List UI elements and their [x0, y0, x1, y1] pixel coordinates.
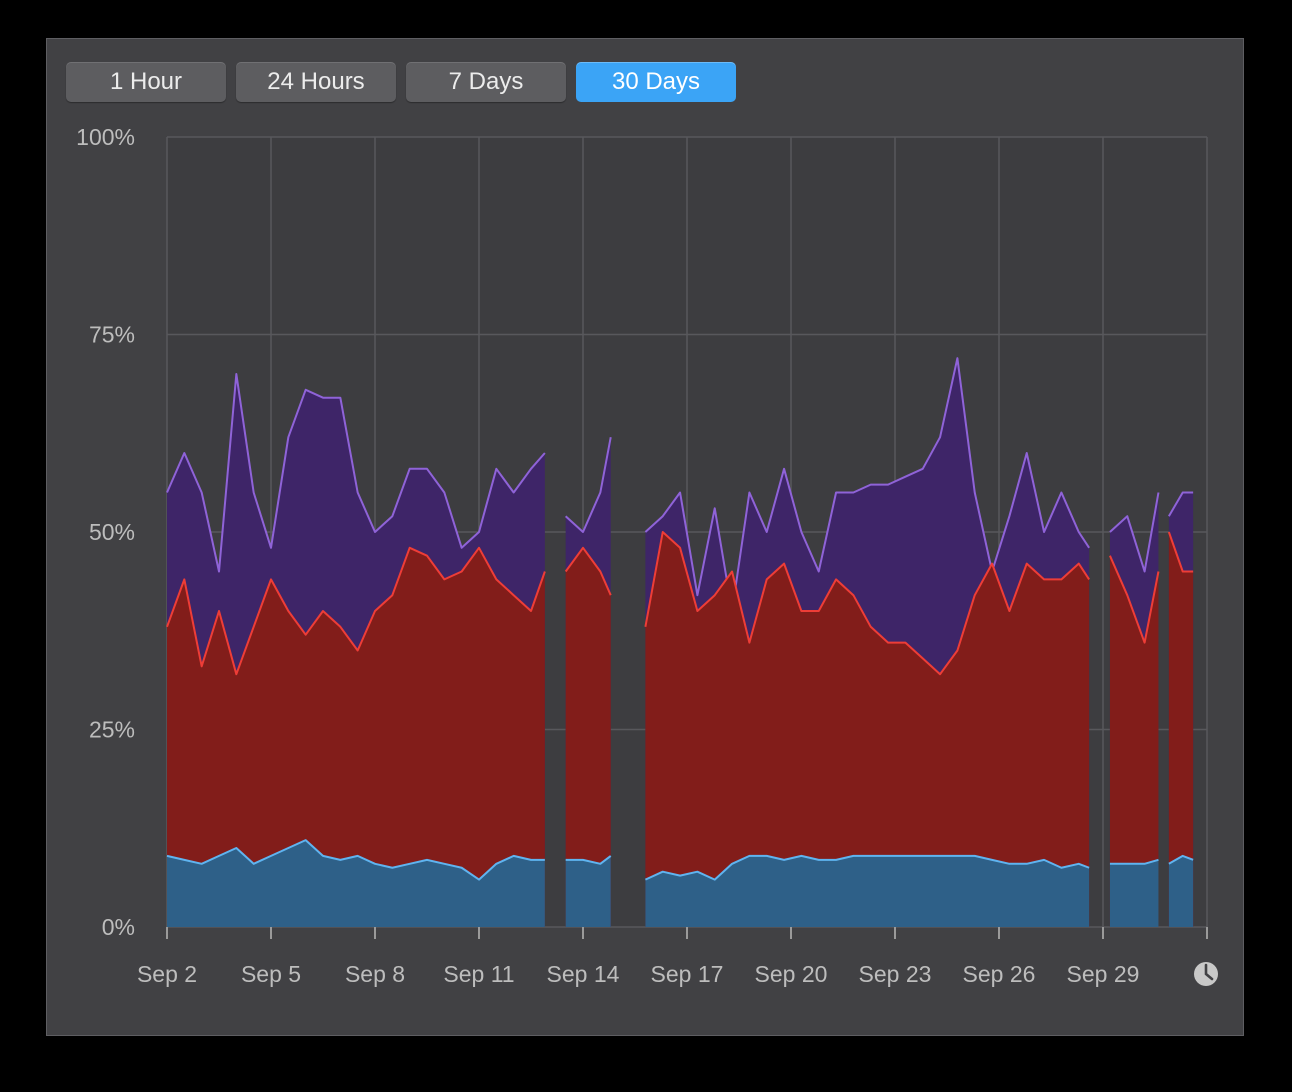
x-tick-label: Sep 5 [241, 961, 301, 987]
chart-areas [166, 357, 1194, 927]
series-middle-area [1168, 532, 1194, 927]
x-tick-label: Sep 11 [443, 961, 514, 987]
series-top-line [1109, 492, 1160, 573]
series-middle-area [167, 547, 545, 927]
y-tick-label: 0% [102, 914, 135, 940]
series-bottom-line [644, 854, 1090, 881]
series-middle-area [645, 532, 1090, 927]
series-top-line [644, 357, 1090, 612]
series-top-line [166, 373, 546, 573]
x-tick-label: Sep 17 [651, 961, 724, 987]
series-bottom-area [645, 855, 1090, 927]
series-bottom-area [167, 840, 545, 927]
x-tick-label: Sep 2 [137, 961, 197, 987]
series-middle-line [644, 531, 1090, 676]
series-middle-line [1167, 531, 1194, 573]
series-bottom-area [1168, 855, 1194, 927]
series-bottom-area [1109, 859, 1159, 927]
range-24-hours-button[interactable]: 24 Hours [236, 62, 396, 102]
series-middle-area [1109, 555, 1159, 927]
x-tick-label: Sep 26 [963, 961, 1036, 987]
usage-chart: 0%25%50%75%100% Sep 2 Sep 5 Sep 8 Sep 11 Sep… [76, 124, 1218, 987]
x-tick-label: Sep 8 [345, 961, 405, 987]
range-1-hour-button[interactable]: 1 Hour [66, 62, 226, 102]
series-top-line [564, 437, 612, 533]
series-middle-line [166, 546, 546, 676]
x-tick-label: Sep 29 [1067, 961, 1140, 987]
series-bottom-area [565, 855, 611, 927]
history-panel: 1 Hour 24 Hours 7 Days 30 Days 0% 25% 50% 7… [46, 38, 1244, 1036]
y-tick-label: 50% [89, 519, 135, 545]
range-30-days-button[interactable]: 30 Days [576, 62, 736, 102]
x-tick-label: Sep 14 [547, 961, 620, 987]
range-7-days-button[interactable]: 7 Days [406, 62, 566, 102]
x-tick-label: Sep 20 [755, 961, 828, 987]
y-axis-ticks: 0% 25% 50% 75% 100% [76, 124, 135, 940]
x-tick-label: Sep 23 [859, 961, 932, 987]
series-bottom-line [565, 855, 612, 865]
y-tick-label: 100% [76, 124, 135, 150]
y-tick-label: 25% [89, 717, 135, 743]
clock-icon[interactable] [1194, 962, 1218, 986]
series-middle-line [1109, 555, 1160, 644]
series-bottom-line [1168, 854, 1194, 865]
series-bottom-line [1109, 858, 1159, 865]
y-tick-label: 75% [89, 322, 135, 348]
series-middle-line [564, 546, 612, 596]
x-axis-ticks: Sep 2 Sep 5 Sep 8 Sep 11 Sep 14 Sep 17 Sep 20 S… [137, 927, 1208, 987]
series-top-line [1168, 491, 1194, 517]
series-bottom-line [166, 839, 545, 881]
series-middle-area [565, 547, 611, 927]
